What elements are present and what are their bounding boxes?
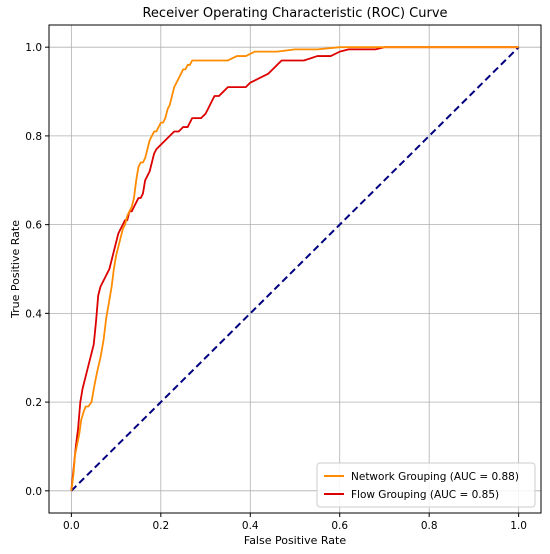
x-tick-label: 1.0: [510, 520, 527, 532]
grid: [49, 25, 541, 513]
x-tick-label: 0.8: [421, 520, 438, 532]
chance-diagonal-line: [70, 46, 520, 492]
y-tick-label: 0.8: [25, 131, 42, 143]
chart-title: Receiver Operating Characteristic (ROC) …: [142, 6, 447, 21]
legend-box: [316, 462, 536, 508]
legend: Network Grouping (AUC = 0.88) Flow Groupi…: [316, 462, 536, 508]
x-tick-label: 0.2: [152, 520, 169, 532]
y-tick-label: 1.0: [25, 42, 42, 54]
roc-series-line-1: [70, 46, 519, 491]
y-tick-label: 0.0: [25, 486, 42, 498]
y-tick-label: 0.6: [25, 220, 42, 232]
x-tick-label: 0.4: [242, 520, 259, 532]
series-layer: [70, 46, 520, 492]
x-tick-label: 0.6: [331, 520, 348, 532]
plot-frame: [48, 24, 542, 514]
roc-series-line-0: [70, 46, 519, 491]
ticks: 0.0 0.2 0.4 0.6 0.8 1.0 0.0 0.2 0.4 0.6 0.8 1.0: [25, 42, 527, 532]
legend-entry: Flow Grouping (AUC = 0.85): [351, 489, 499, 501]
y-axis-label: True Positive Rate: [9, 220, 22, 319]
x-axis-label: False Positive Rate: [244, 534, 346, 547]
y-tick-label: 0.4: [25, 308, 42, 320]
legend-entry: Network Grouping (AUC = 0.88): [351, 471, 519, 483]
x-tick-label: 0.0: [63, 520, 80, 532]
y-tick-label: 0.2: [25, 397, 42, 409]
